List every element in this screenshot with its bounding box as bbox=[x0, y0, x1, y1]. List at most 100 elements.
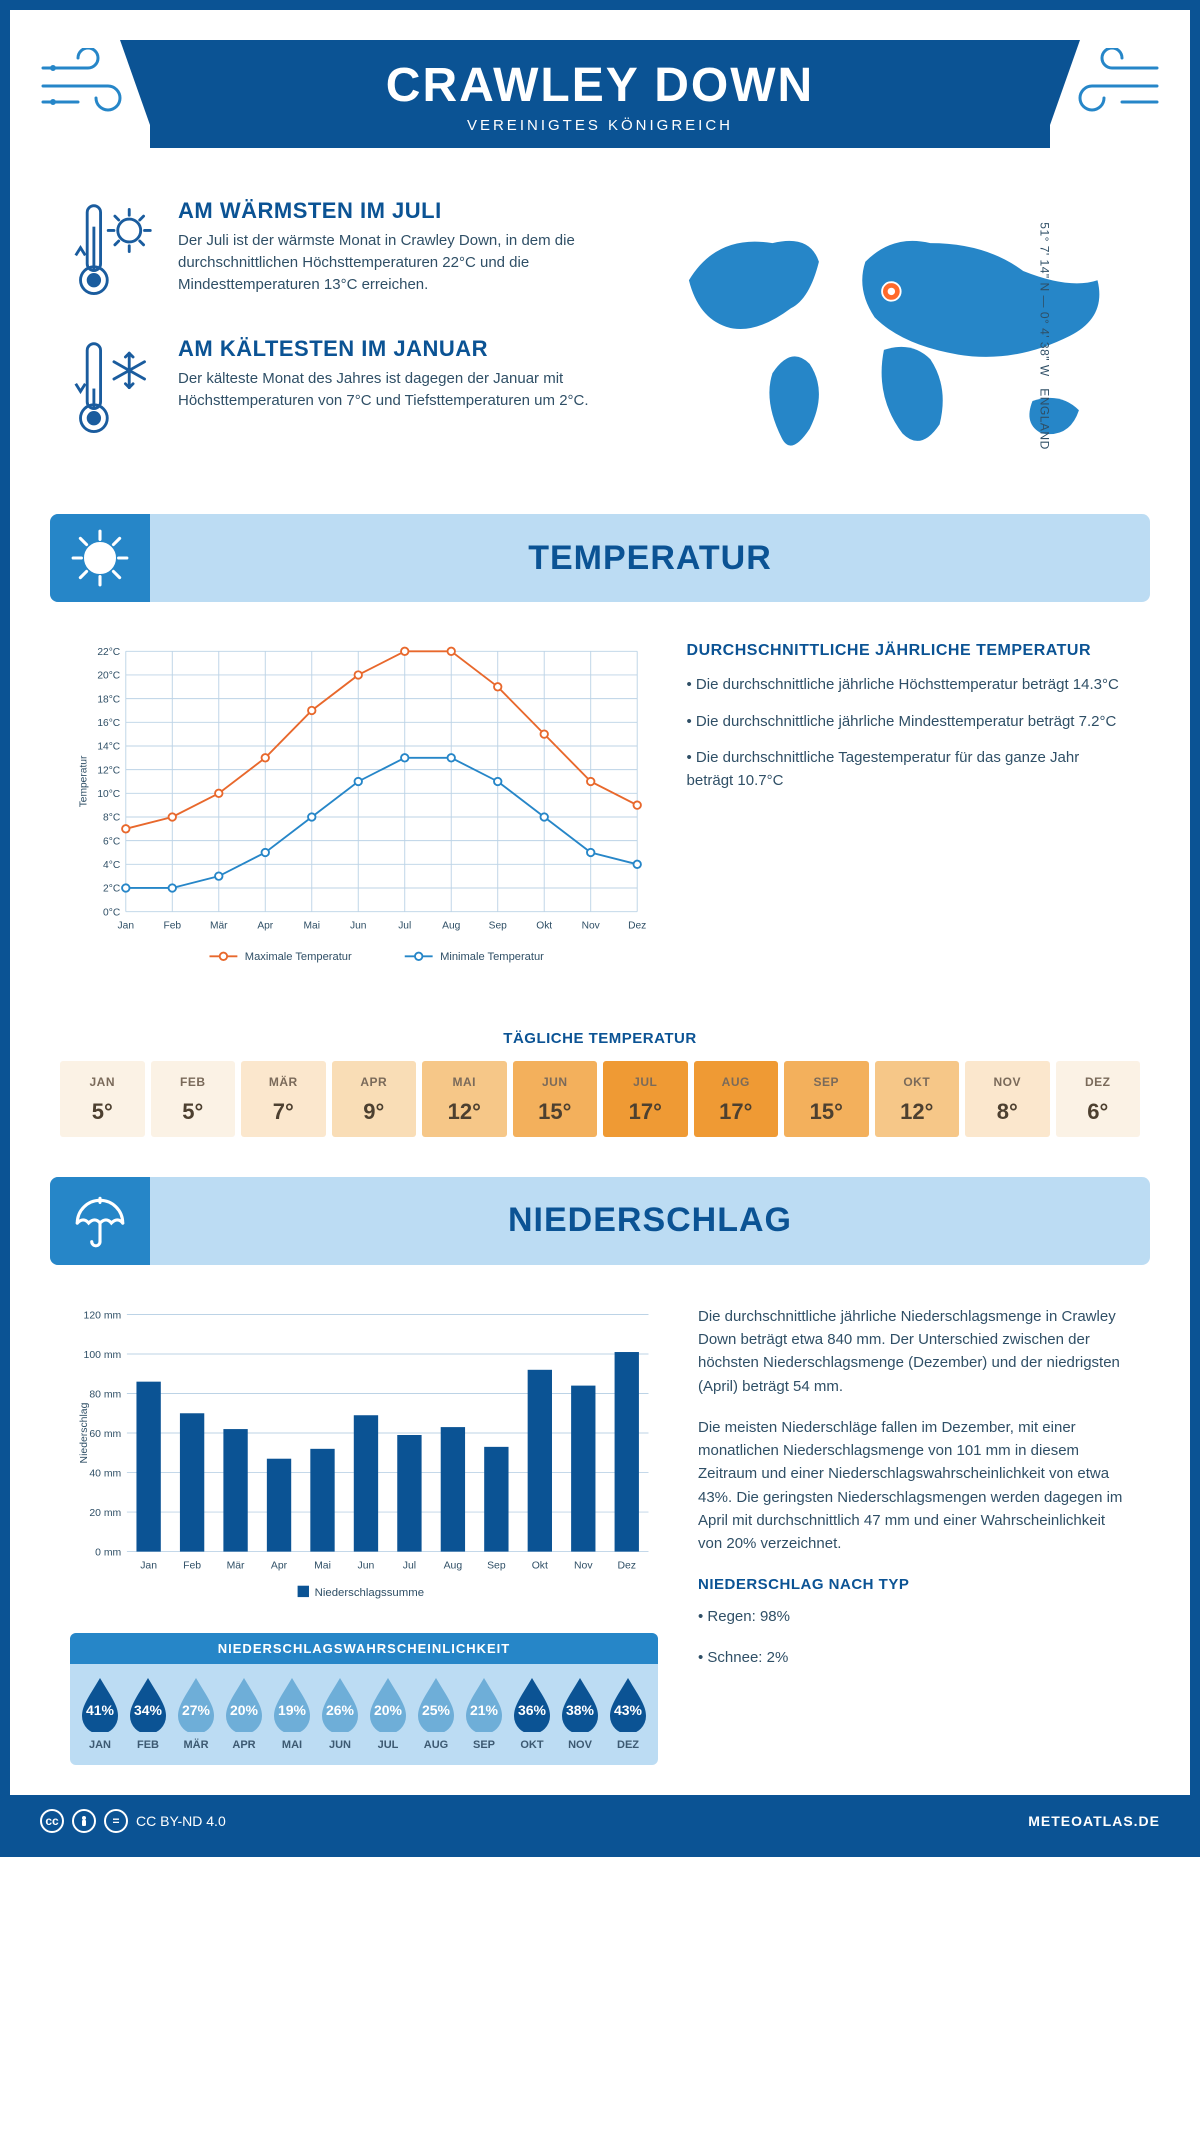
svg-text:120 mm: 120 mm bbox=[84, 1310, 122, 1321]
svg-text:20 mm: 20 mm bbox=[89, 1508, 121, 1519]
thermometer-sun-icon bbox=[70, 198, 156, 308]
daily-temp-cell: MÄR7° bbox=[241, 1061, 326, 1137]
svg-text:8°C: 8°C bbox=[103, 813, 120, 824]
precip-prob-drop: 41%JAN bbox=[78, 1676, 122, 1751]
daily-temp-cell: AUG17° bbox=[694, 1061, 779, 1137]
precip-type-heading: NIEDERSCHLAG NACH TYP bbox=[698, 1573, 1130, 1596]
svg-text:0°C: 0°C bbox=[103, 908, 120, 919]
svg-text:Sep: Sep bbox=[487, 1561, 506, 1572]
fact-title: AM WÄRMSTEN IM JULI bbox=[178, 198, 616, 224]
footer-brand: METEOATLAS.DE bbox=[1028, 1813, 1160, 1829]
svg-text:Niederschlagssumme: Niederschlagssumme bbox=[315, 1587, 424, 1599]
svg-text:Mai: Mai bbox=[314, 1561, 331, 1572]
svg-text:12°C: 12°C bbox=[97, 766, 120, 777]
world-map: 51° 7' 14" N — 0° 4' 38" W ENGLAND bbox=[656, 198, 1130, 474]
svg-text:4°C: 4°C bbox=[103, 860, 120, 871]
temp-bullet: • Die durchschnittliche Tagestemperatur … bbox=[687, 747, 1130, 792]
precip-probability-panel: NIEDERSCHLAGSWAHRSCHEINLICHKEIT 41%JAN34… bbox=[70, 1633, 658, 1765]
svg-text:Jan: Jan bbox=[140, 1561, 157, 1572]
page-title: CRAWLEY DOWN bbox=[150, 58, 1050, 113]
precip-prob-drop: 38%NOV bbox=[558, 1676, 602, 1751]
precip-prob-drop: 43%DEZ bbox=[606, 1676, 650, 1751]
precip-prob-drop: 19%MAI bbox=[270, 1676, 314, 1751]
daily-temp-cell: JAN5° bbox=[60, 1061, 145, 1137]
svg-text:60 mm: 60 mm bbox=[89, 1429, 121, 1440]
temp-bullet: • Die durchschnittliche jährliche Mindes… bbox=[687, 711, 1130, 734]
svg-text:Jun: Jun bbox=[350, 921, 367, 932]
precip-prob-drop: 21%SEP bbox=[462, 1676, 506, 1751]
svg-text:40 mm: 40 mm bbox=[89, 1468, 121, 1479]
precip-paragraph: Die meisten Niederschläge fallen im Deze… bbox=[698, 1416, 1130, 1556]
svg-text:Minimale Temperatur: Minimale Temperatur bbox=[440, 951, 544, 963]
umbrella-icon bbox=[50, 1177, 150, 1265]
svg-text:Jan: Jan bbox=[118, 921, 135, 932]
svg-text:Nov: Nov bbox=[582, 921, 601, 932]
section-title: NIEDERSCHLAG bbox=[150, 1201, 1150, 1240]
svg-text:20°C: 20°C bbox=[97, 671, 120, 682]
svg-text:Aug: Aug bbox=[444, 1561, 463, 1572]
svg-text:Apr: Apr bbox=[271, 1561, 288, 1572]
svg-text:Mai: Mai bbox=[304, 921, 320, 932]
svg-text:16°C: 16°C bbox=[97, 718, 120, 729]
prob-title: NIEDERSCHLAGSWAHRSCHEINLICHKEIT bbox=[70, 1633, 658, 1664]
license-text: CC BY-ND 4.0 bbox=[136, 1813, 226, 1829]
svg-text:Sep: Sep bbox=[489, 921, 507, 932]
thermometer-snow-icon bbox=[70, 336, 156, 446]
precip-prob-drop: 36%OKT bbox=[510, 1676, 554, 1751]
fact-warmest: AM WÄRMSTEN IM JULI Der Juli ist der wär… bbox=[70, 198, 616, 308]
daily-temp-cell: DEZ6° bbox=[1056, 1061, 1141, 1137]
fact-title: AM KÄLTESTEN IM JANUAR bbox=[178, 336, 616, 362]
svg-text:Apr: Apr bbox=[257, 921, 273, 932]
svg-text:10°C: 10°C bbox=[97, 789, 120, 800]
daily-temp-cell: JUN15° bbox=[513, 1061, 598, 1137]
daily-temp-cell: SEP15° bbox=[784, 1061, 869, 1137]
svg-text:Maximale Temperatur: Maximale Temperatur bbox=[245, 951, 352, 963]
footer: cc = CC BY-ND 4.0 METEOATLAS.DE bbox=[10, 1795, 1190, 1847]
svg-text:80 mm: 80 mm bbox=[89, 1389, 121, 1400]
precip-type-line: • Schnee: 2% bbox=[698, 1646, 1130, 1669]
svg-text:22°C: 22°C bbox=[97, 647, 120, 658]
page-subtitle: VEREINIGTES KÖNIGREICH bbox=[150, 117, 1050, 134]
temp-text-heading: DURCHSCHNITTLICHE JÄHRLICHE TEMPERATUR bbox=[687, 642, 1130, 660]
coordinates: 51° 7' 14" N — 0° 4' 38" W ENGLAND bbox=[1037, 222, 1051, 449]
precip-prob-drop: 27%MÄR bbox=[174, 1676, 218, 1751]
svg-text:Aug: Aug bbox=[442, 921, 460, 932]
cc-icon: cc bbox=[40, 1809, 64, 1833]
svg-text:Okt: Okt bbox=[536, 921, 552, 932]
precip-type-line: • Regen: 98% bbox=[698, 1605, 1130, 1628]
daily-temp-cell: OKT12° bbox=[875, 1061, 960, 1137]
svg-text:Feb: Feb bbox=[163, 921, 181, 932]
precipitation-bar-chart: 0 mm 20 mm 40 mm 60 mm 80 mm 100 mm 120 mm Nied… bbox=[70, 1305, 658, 1608]
daily-temp-cell: APR9° bbox=[332, 1061, 417, 1137]
fact-body: Der Juli ist der wärmste Monat in Crawle… bbox=[178, 230, 616, 295]
precip-prob-drop: 20%APR bbox=[222, 1676, 266, 1751]
svg-text:100 mm: 100 mm bbox=[84, 1350, 122, 1361]
precip-prob-drop: 20%JUL bbox=[366, 1676, 410, 1751]
svg-text:0 mm: 0 mm bbox=[95, 1547, 121, 1558]
by-icon bbox=[72, 1809, 96, 1833]
svg-text:14°C: 14°C bbox=[97, 742, 120, 753]
svg-text:6°C: 6°C bbox=[103, 837, 120, 848]
fact-body: Der kälteste Monat des Jahres ist dagege… bbox=[178, 368, 616, 412]
daily-temp-cell: NOV8° bbox=[965, 1061, 1050, 1137]
svg-text:Okt: Okt bbox=[532, 1561, 548, 1572]
section-temperature: TEMPERATUR bbox=[50, 514, 1150, 602]
svg-text:Niederschlag: Niederschlag bbox=[79, 1402, 90, 1463]
svg-text:Jul: Jul bbox=[398, 921, 411, 932]
daily-temp-grid: JAN5°FEB5°MÄR7°APR9°MAI12°JUN15°JUL17°AU… bbox=[10, 1061, 1190, 1177]
sun-icon bbox=[50, 514, 150, 602]
svg-text:Jul: Jul bbox=[403, 1561, 416, 1572]
temperature-line-chart: 0°C2°C4°C6°C8°C10°C12°C14°C16°C18°C20°C2… bbox=[70, 642, 647, 977]
svg-text:Dez: Dez bbox=[617, 1561, 636, 1572]
precip-paragraph: Die durchschnittliche jährliche Niedersc… bbox=[698, 1305, 1130, 1398]
daily-temp-cell: FEB5° bbox=[151, 1061, 236, 1137]
daily-temp-title: TÄGLICHE TEMPERATUR bbox=[10, 1030, 1190, 1047]
svg-text:Mär: Mär bbox=[210, 921, 228, 932]
section-precipitation: NIEDERSCHLAG bbox=[50, 1177, 1150, 1265]
section-title: TEMPERATUR bbox=[150, 539, 1150, 578]
precip-prob-drop: 34%FEB bbox=[126, 1676, 170, 1751]
fact-coldest: AM KÄLTESTEN IM JANUAR Der kälteste Mona… bbox=[70, 336, 616, 446]
precip-prob-drop: 25%AUG bbox=[414, 1676, 458, 1751]
svg-text:Temperatur: Temperatur bbox=[79, 755, 90, 807]
svg-text:Mär: Mär bbox=[227, 1561, 245, 1572]
